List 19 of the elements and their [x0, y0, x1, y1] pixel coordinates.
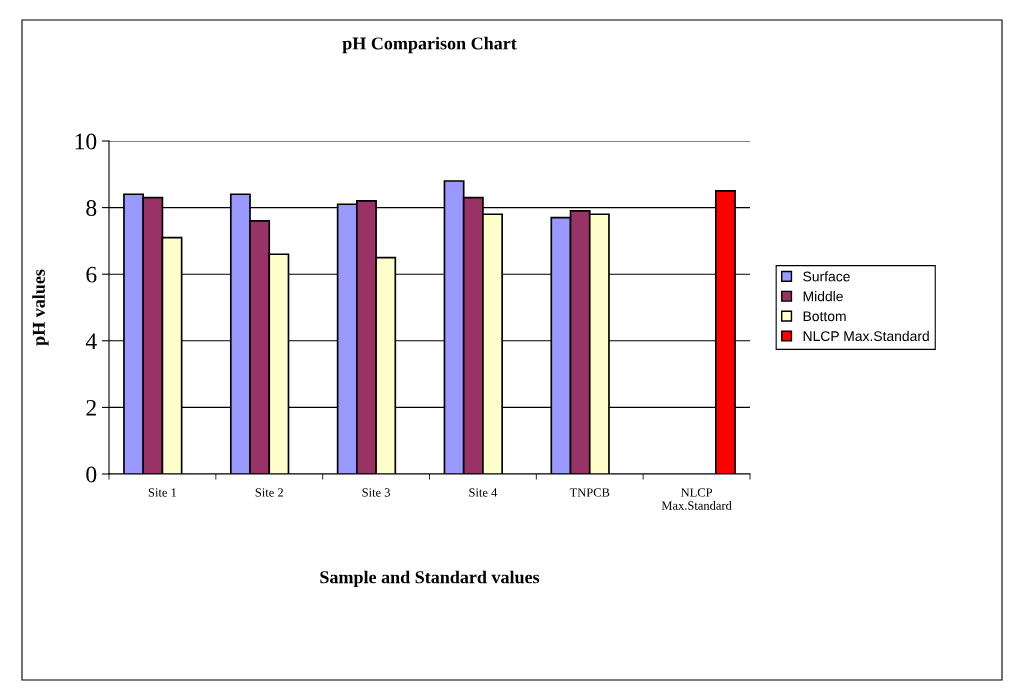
y-tick-label: 6 [86, 266, 97, 283]
x-axis-title: Sample and Standard values [320, 570, 540, 587]
y-tick-label: 8 [86, 200, 97, 217]
x-tick-label: NLCP Max.Standard [661, 488, 732, 510]
x-tick-label: Site 2 [255, 488, 283, 497]
legend-label: Bottom [803, 311, 846, 322]
x-tick-label: Site 1 [148, 488, 177, 497]
legend-label: Middle [803, 291, 843, 302]
legend-label: Surface [803, 271, 850, 282]
y-axis-title: pH values [32, 269, 49, 346]
chart-title: pH Comparison Chart [342, 36, 517, 54]
x-tick-label: Site 3 [362, 488, 391, 497]
y-tick-label: 0 [86, 466, 97, 483]
x-tick-label: Site 4 [469, 488, 498, 497]
legend-label: NLCP Max.Standard [803, 330, 929, 342]
y-tick-label: 2 [86, 399, 96, 416]
x-tick-label: TNPCB [569, 488, 610, 497]
y-tick-label: 10 [75, 133, 97, 150]
y-tick-label: 4 [85, 333, 97, 349]
